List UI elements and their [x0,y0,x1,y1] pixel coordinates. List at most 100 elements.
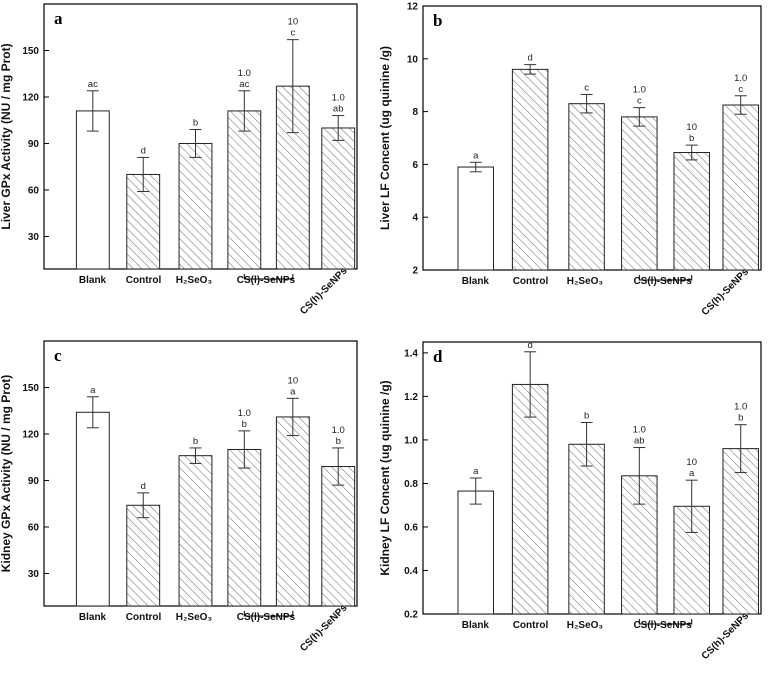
y-axis-title: Liver GPx Activity (NU / mg Prot) [0,43,13,229]
x-category-label: Control [513,276,549,287]
bar [321,466,356,607]
y-tick-label: 0.6 [404,522,418,533]
x-category-label: H₂SeO₃ [176,612,213,623]
y-tick-label: 0.2 [404,610,418,621]
x-category-label: CS(l)-SeNPs [633,276,692,287]
group-bracket [638,275,693,281]
y-tick-label: 90 [28,476,40,487]
bar [275,416,310,607]
x-category-label: Blank [79,612,107,623]
bar [621,116,658,271]
group-bracket [243,611,294,617]
bar [126,173,161,270]
y-axis-title: Kidney LF Concent (ug quinine /g) [378,380,392,575]
x-category-label: Blank [79,275,107,286]
y-axis-title: Liver LF Concent (ug quinine /g) [378,46,392,230]
significance-label: d [141,481,146,492]
significance-label: b [689,133,694,144]
y-tick-label: 6 [412,160,418,171]
panel-letter: d [433,347,443,366]
x-category-label: Blank [462,276,490,287]
x-category-label: Blank [462,620,490,631]
y-tick-label: 120 [22,92,39,103]
bar [457,166,494,271]
y-tick-label: 12 [407,2,419,13]
significance-label: ab [634,436,645,447]
bar [75,110,110,270]
dose-label: 10 [686,457,697,468]
significance-label: a [473,466,479,477]
significance-label: b [242,419,247,430]
y-tick-label: 90 [28,139,40,150]
panel-letter: b [433,11,442,30]
significance-label: a [689,468,695,479]
panel-c: 30 60 90 120 150 Kidney GPx Activity (NU / mg… [0,340,358,654]
bar [568,443,605,615]
y-tick-label: 60 [28,522,40,533]
dose-label: 1.0 [238,408,251,419]
x-category-label: CS(l)-SeNPs [633,620,692,631]
bar [126,504,161,607]
significance-label: b [584,411,589,422]
panel-letter: c [54,346,62,365]
y-tick-label: 1.4 [404,348,418,359]
y-tick-label: 1.0 [404,435,418,446]
bar [568,103,605,271]
y-tick-label: 2 [412,266,418,277]
group-bracket [243,274,294,280]
significance-label: d [527,53,532,64]
y-tick-label: 0.4 [404,566,418,577]
y-tick-label: 150 [22,383,39,394]
bar [457,490,494,615]
x-category-label: CS(h)-SeNPs [298,602,350,654]
significance-label: b [738,413,743,424]
x-category-label: CS(l)-SeNPs [237,612,296,623]
y-tick-label: 30 [28,569,40,580]
dose-label: 1.0 [332,425,345,436]
significance-label: d [527,340,532,351]
y-tick-label: 150 [22,46,39,57]
bar [511,383,549,615]
y-tick-label: 30 [28,232,40,243]
x-category-label: H₂SeO₃ [567,620,604,631]
y-tick-label: 1.2 [404,392,418,403]
y-tick-label: 0.8 [404,479,418,490]
x-category-label: H₂SeO₃ [567,276,604,287]
bar [722,448,759,615]
bar [75,411,110,607]
dose-label: 10 [288,375,299,386]
dose-label: 1.0 [332,93,345,104]
y-tick-label: 8 [412,107,418,118]
x-category-label: CS(l)-SeNPs [237,275,296,286]
dose-label: 10 [288,17,299,28]
bar [178,455,213,607]
bar [227,110,262,270]
x-category-label: CS(h)-SeNPs [700,266,752,318]
significance-label: c [637,96,642,107]
y-tick-label: 4 [412,213,418,224]
x-category-label: Control [513,620,549,631]
y-tick-label: 60 [28,185,40,196]
dose-label: 1.0 [734,402,747,413]
bar [321,127,356,270]
y-axis-title: Kidney GPx Activity (NU / mg Prot) [0,375,13,573]
significance-label: c [584,82,589,93]
significance-label: c [738,84,743,95]
significance-label: b [193,118,198,129]
bar [178,142,213,270]
group-bracket [638,619,693,625]
panel-a: 30 60 90 120 150 Liver GPx Activity (NU / mg … [0,3,358,317]
x-category-label: CS(h)-SeNPs [700,610,752,662]
bar [673,152,710,271]
dose-label: 1.0 [734,73,747,84]
x-category-label: Control [126,612,162,623]
panel-letter: a [54,9,63,28]
significance-label: c [290,28,295,39]
panel-d: 0.2 0.4 0.6 0.8 1.0 1.2 1.4 Kidney LF Concent (… [378,340,762,662]
bar [227,448,262,607]
y-tick-label: 10 [407,54,419,65]
dose-label: 1.0 [238,68,251,79]
significance-label: b [336,436,341,447]
significance-label: a [90,385,96,396]
